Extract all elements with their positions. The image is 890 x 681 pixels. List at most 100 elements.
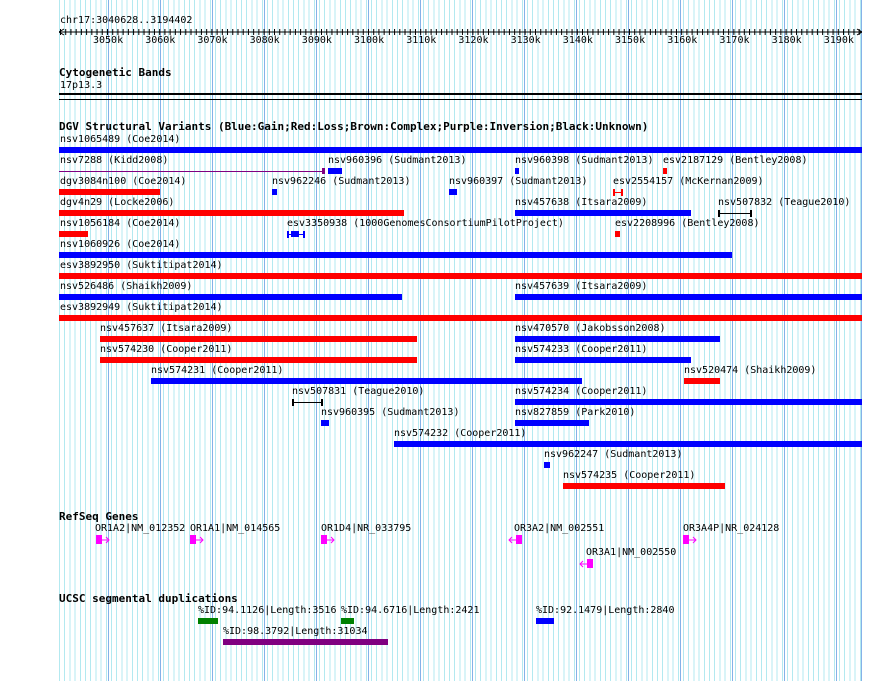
dgv-feature-bar[interactable] <box>394 441 862 447</box>
dgv-feature-line[interactable] <box>59 171 325 172</box>
dgv-feature-label[interactable]: nsv457637 (Itsara2009) <box>100 323 233 334</box>
gene-reverse-arrow-icon[interactable] <box>578 559 594 568</box>
dgv-feature-bar[interactable] <box>328 168 342 174</box>
dgv-feature-label[interactable]: esv2554157 (McKernan2009) <box>613 176 764 187</box>
dgv-feature-bar[interactable] <box>59 210 404 216</box>
ruler-tick-label: 3190k <box>823 35 854 46</box>
dgv-feature-bar[interactable] <box>515 399 862 405</box>
cytoband-label[interactable]: 17p13.3 <box>60 80 103 91</box>
dgv-feature-label[interactable]: nsv574233 (Cooper2011) <box>515 344 648 355</box>
dgv-feature-label[interactable]: nsv574235 (Cooper2011) <box>563 470 696 481</box>
dgv-feature-label[interactable]: esv3892950 (Suktitipat2014) <box>60 260 223 271</box>
refseq-track-title: RefSeq Genes <box>59 510 139 523</box>
segdup-bar[interactable] <box>198 618 218 624</box>
dgv-feature-bar[interactable] <box>59 273 862 279</box>
dgv-feature-label[interactable]: nsv7288 (Kidd2008) <box>60 155 169 166</box>
location-label: chr17:3040628..3194402 <box>60 15 193 26</box>
segdup-track-title: UCSC segmental duplications <box>59 592 238 605</box>
segdup-label[interactable]: %ID:98.3792|Length:31034 <box>223 626 368 637</box>
segdup-bar[interactable] <box>223 639 388 645</box>
dgv-feature-label[interactable]: dgv4n29 (Locke2006) <box>60 197 175 208</box>
dgv-feature-bar[interactable] <box>59 252 732 258</box>
dgv-feature-label[interactable]: nsv960397 (Sudmant2013) <box>449 176 588 187</box>
dgv-feature-bar[interactable] <box>272 189 277 195</box>
dgv-feature-label[interactable]: nsv1060926 (Coe2014) <box>60 239 181 250</box>
segdup-label[interactable]: %ID:94.6716|Length:2421 <box>341 605 480 616</box>
ruler-tick-label: 3170k <box>719 35 750 46</box>
dgv-feature-bar[interactable] <box>515 168 519 174</box>
ruler-tick-label: 3100k <box>354 35 385 46</box>
dgv-feature-label[interactable]: nsv457638 (Itsara2009) <box>515 197 648 208</box>
cytobands-title: Cytogenetic Bands <box>59 66 172 79</box>
dgv-feature-bar[interactable] <box>59 189 160 195</box>
dgv-feature-label[interactable]: esv2208996 (Bentley2008) <box>615 218 760 229</box>
ruler-tick-label: 3140k <box>562 35 593 46</box>
dgv-feature-label[interactable]: nsv574230 (Cooper2011) <box>100 344 233 355</box>
gene-label[interactable]: OR1A2|NM_012352 <box>95 523 186 534</box>
dgv-feature-interval[interactable] <box>292 399 323 406</box>
dgv-feature-bar[interactable] <box>515 294 862 300</box>
dgv-feature-bar[interactable] <box>515 357 691 363</box>
dgv-feature-interval[interactable] <box>613 189 623 196</box>
gene-reverse-arrow-icon[interactable] <box>507 535 523 544</box>
dgv-feature-label[interactable]: nsv1056184 (Coe2014) <box>60 218 181 229</box>
dgv-feature-interval[interactable] <box>718 210 752 217</box>
dgv-feature-label[interactable]: nsv962246 (Sudmant2013) <box>272 176 411 187</box>
dgv-feature-label[interactable]: nsv960395 (Sudmant2013) <box>321 407 460 418</box>
gene-label[interactable]: OR3A4P|NR_024128 <box>683 523 780 534</box>
dgv-feature-label[interactable]: nsv457639 (Itsara2009) <box>515 281 648 292</box>
gene-label[interactable]: OR3A2|NM_002551 <box>514 523 605 534</box>
dgv-feature-label[interactable]: nsv574232 (Cooper2011) <box>394 428 527 439</box>
dgv-feature-bar[interactable] <box>663 168 667 174</box>
dgv-feature-label[interactable]: nsv960396 (Sudmant2013) <box>328 155 467 166</box>
gene-label[interactable]: OR1D4|NR_033795 <box>321 523 412 534</box>
dgv-feature-bar[interactable] <box>515 420 589 426</box>
gene-label[interactable]: OR3A1|NM_002550 <box>586 547 677 558</box>
dgv-feature-bar[interactable] <box>59 147 862 153</box>
dgv-feature-bar[interactable] <box>151 378 582 384</box>
divider <box>59 93 862 95</box>
dgv-feature-bar[interactable] <box>100 336 417 342</box>
dgv-feature-bar[interactable] <box>563 483 725 489</box>
dgv-feature-label[interactable]: nsv1065489 (Coe2014) <box>60 134 181 145</box>
dgv-feature-label[interactable]: nsv470570 (Jakobsson2008) <box>515 323 666 334</box>
dgv-feature-bar[interactable] <box>615 231 620 237</box>
gene-label[interactable]: OR1A1|NM_014565 <box>190 523 281 534</box>
dgv-feature-interval[interactable] <box>287 231 305 238</box>
dgv-feature-bar[interactable] <box>684 378 720 384</box>
gene-forward-arrow-icon[interactable] <box>683 535 699 544</box>
dgv-feature-label[interactable]: esv2187129 (Bentley2008) <box>663 155 808 166</box>
dgv-feature-label[interactable]: nsv507832 (Teague2010) <box>718 197 851 208</box>
dgv-feature-label[interactable]: nsv827859 (Park2010) <box>515 407 636 418</box>
dgv-feature-bar[interactable] <box>449 189 457 195</box>
dgv-feature-bar[interactable] <box>100 357 417 363</box>
gene-forward-arrow-icon[interactable] <box>321 535 337 544</box>
gene-forward-arrow-icon[interactable] <box>190 535 206 544</box>
dgv-feature-label[interactable]: nsv520474 (Shaikh2009) <box>684 365 817 376</box>
dgv-feature-bar[interactable] <box>544 462 550 468</box>
ruler[interactable] <box>58 28 863 37</box>
dgv-feature-label[interactable]: nsv526486 (Shaikh2009) <box>60 281 193 292</box>
dgv-feature-label[interactable]: nsv962247 (Sudmant2013) <box>544 449 683 460</box>
segdup-label[interactable]: %ID:94.1126|Length:3516 <box>198 605 337 616</box>
dgv-feature-bar[interactable] <box>59 294 402 300</box>
dgv-feature-label[interactable]: nsv507831 (Teague2010) <box>292 386 425 397</box>
dgv-feature-label[interactable]: nsv574234 (Cooper2011) <box>515 386 648 397</box>
dgv-feature-label[interactable]: nsv574231 (Cooper2011) <box>151 365 284 376</box>
dgv-feature-bar[interactable] <box>59 231 88 237</box>
gene-forward-arrow-icon[interactable] <box>96 535 112 544</box>
segdup-label[interactable]: %ID:92.1479|Length:2840 <box>536 605 675 616</box>
segdup-bar[interactable] <box>536 618 554 624</box>
ruler-tick-label: 3080k <box>249 35 280 46</box>
divider <box>59 99 862 100</box>
dgv-feature-label[interactable]: esv3350938 (1000GenomesConsortiumPilotPr… <box>287 218 564 229</box>
dgv-feature-label[interactable]: nsv960398 (Sudmant2013) <box>515 155 654 166</box>
dgv-feature-bar[interactable] <box>59 315 862 321</box>
dgv-feature-label[interactable]: dgv3084n100 (Coe2014) <box>60 176 187 187</box>
dgv-feature-bar[interactable] <box>515 210 691 216</box>
dgv-feature-bar[interactable] <box>515 336 720 342</box>
dgv-feature-label[interactable]: esv3892949 (Suktitipat2014) <box>60 302 223 313</box>
segdup-bar[interactable] <box>341 618 354 624</box>
dgv-feature-bar[interactable] <box>321 420 329 426</box>
